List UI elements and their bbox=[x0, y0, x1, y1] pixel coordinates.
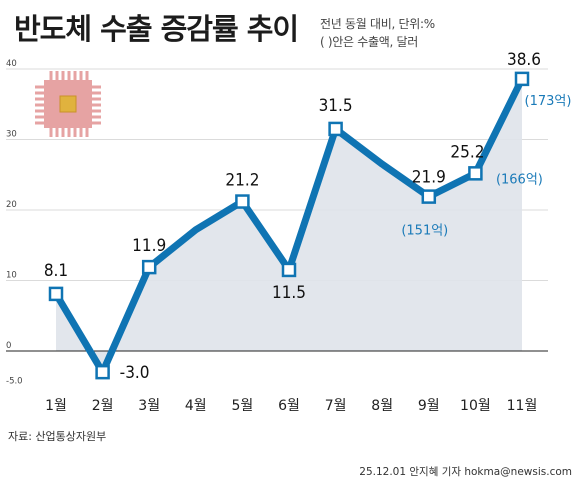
chip-pin bbox=[85, 71, 89, 80]
y-tick-label: 30 bbox=[6, 130, 17, 140]
data-label: 21.2 bbox=[225, 171, 259, 191]
semiconductor-chip-icon bbox=[35, 71, 101, 137]
x-tick-label: 9월 bbox=[418, 398, 440, 414]
data-label: 8.1 bbox=[44, 261, 68, 281]
data-point-marker bbox=[141, 259, 157, 275]
chip-pin bbox=[55, 71, 59, 80]
data-point-marker bbox=[48, 286, 64, 302]
x-tick-label: 6월 bbox=[278, 398, 300, 414]
chip-pin bbox=[35, 91, 44, 95]
data-label: 38.6 bbox=[507, 50, 541, 70]
chip-pin bbox=[35, 85, 44, 89]
chip-pin bbox=[49, 128, 53, 137]
chip-pin bbox=[67, 128, 71, 137]
chip-pin bbox=[92, 103, 101, 107]
chip-pin bbox=[92, 109, 101, 113]
chip-pin bbox=[49, 71, 53, 80]
source-note: 자료: 산업통상자원부 bbox=[8, 430, 107, 443]
x-tick-label: 5월 bbox=[232, 398, 254, 414]
chip-pin bbox=[92, 115, 101, 119]
data-label: -3.0 bbox=[120, 363, 150, 383]
chip-pin bbox=[73, 71, 77, 80]
y-tick-label: 0 bbox=[6, 341, 11, 351]
chip-pin bbox=[67, 71, 71, 80]
parenthesis-note: ( )안은 수출액, 달러 bbox=[320, 35, 419, 49]
x-tick-label: 7월 bbox=[325, 398, 347, 414]
export-amount-label: (151억) bbox=[401, 224, 448, 239]
data-point-marker bbox=[468, 166, 483, 181]
chip-pin bbox=[35, 109, 44, 113]
x-tick-label: 4월 bbox=[185, 398, 207, 414]
x-tick-label: 3월 bbox=[138, 398, 160, 414]
chip-pin bbox=[85, 128, 89, 137]
data-label: 11.5 bbox=[272, 283, 306, 303]
x-tick-label: 10월 bbox=[460, 398, 491, 414]
unit-note: 전년 동월 대비, 단위:% bbox=[320, 17, 435, 31]
chip-pin bbox=[79, 71, 83, 80]
chip-pin bbox=[61, 128, 65, 137]
data-point-marker bbox=[328, 121, 343, 137]
chip-core bbox=[59, 95, 77, 113]
chip-pin bbox=[35, 121, 44, 125]
chip-pin bbox=[73, 128, 77, 137]
chart-title: 반도체 수출 증감률 추이 bbox=[14, 12, 299, 46]
chip-pin bbox=[35, 115, 44, 119]
x-tick-label: 8월 bbox=[371, 398, 393, 414]
credit-line: 25.12.01 안지혜 기자 hokma@newsis.com bbox=[359, 466, 572, 478]
export-amount-label: (173억) bbox=[525, 94, 572, 109]
chip-pin bbox=[92, 121, 101, 125]
export-amount-label: (166억) bbox=[496, 172, 543, 187]
area-fill bbox=[56, 78, 522, 373]
data-point-marker bbox=[514, 71, 530, 87]
y-tick-label: 40 bbox=[6, 59, 17, 69]
data-point-marker bbox=[421, 189, 437, 204]
x-tick-label: 11월 bbox=[507, 398, 538, 414]
y-tick-label: 10 bbox=[6, 271, 17, 281]
data-label: 31.5 bbox=[319, 96, 353, 116]
data-point-marker bbox=[281, 262, 297, 278]
data-label: 21.9 bbox=[412, 168, 446, 188]
chip-pin bbox=[79, 128, 83, 137]
chip-pin bbox=[35, 103, 44, 107]
chip-pin bbox=[55, 128, 59, 137]
chip-pin bbox=[92, 97, 101, 101]
y-tick-label: -5.0 bbox=[6, 376, 23, 386]
chip-pin bbox=[61, 71, 65, 80]
y-tick-label: 20 bbox=[6, 200, 17, 210]
data-label: 11.9 bbox=[132, 236, 166, 256]
x-tick-label: 1월 bbox=[45, 398, 67, 414]
chip-pin bbox=[92, 85, 101, 89]
data-point-marker bbox=[95, 364, 110, 380]
chip-pin bbox=[92, 91, 101, 95]
data-point-marker bbox=[235, 194, 250, 209]
chip-pin bbox=[35, 97, 44, 101]
x-tick-label: 2월 bbox=[92, 398, 114, 414]
data-label: 25.2 bbox=[450, 142, 484, 162]
